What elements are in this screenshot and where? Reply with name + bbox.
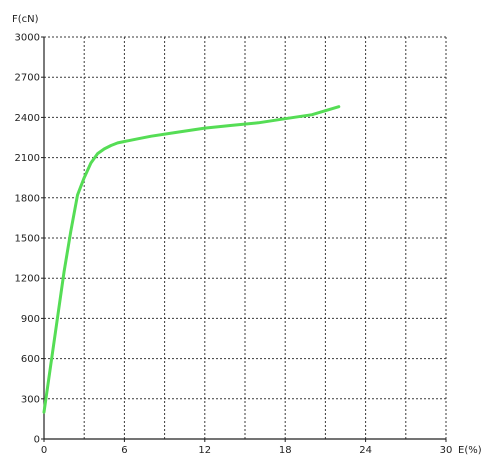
y-tick-label: 2700	[15, 73, 40, 84]
y-tick-label: 1500	[15, 234, 40, 245]
x-tick-label: 6	[121, 445, 127, 456]
y-tick-label: 1200	[15, 274, 40, 285]
x-tick-label: 24	[359, 445, 372, 456]
y-tick-label: 3000	[15, 33, 40, 44]
series-line	[42, 105, 341, 414]
y-tick-label: 2400	[15, 113, 40, 124]
y-tick-label: 1800	[15, 193, 40, 204]
x-axis-title: E(%)	[458, 445, 482, 456]
x-tick-label: 18	[279, 445, 292, 456]
y-tick-label: 600	[21, 354, 40, 365]
y-tick-label: 2100	[15, 153, 40, 164]
x-tick-label: 12	[198, 445, 211, 456]
x-tick-label: 30	[440, 445, 453, 456]
ticks: 0 300 600 900 1200 1500 1800 2100 2400 2700 3000 0 6…	[15, 33, 453, 456]
grid	[44, 36, 447, 439]
y-tick-label: 900	[21, 314, 40, 325]
x-tick-label: 0	[41, 445, 47, 456]
y-axis-title: F(cN)	[12, 14, 39, 25]
y-tick-label: 0	[34, 435, 40, 446]
series	[42, 105, 341, 414]
y-tick-label: 300	[21, 394, 40, 405]
